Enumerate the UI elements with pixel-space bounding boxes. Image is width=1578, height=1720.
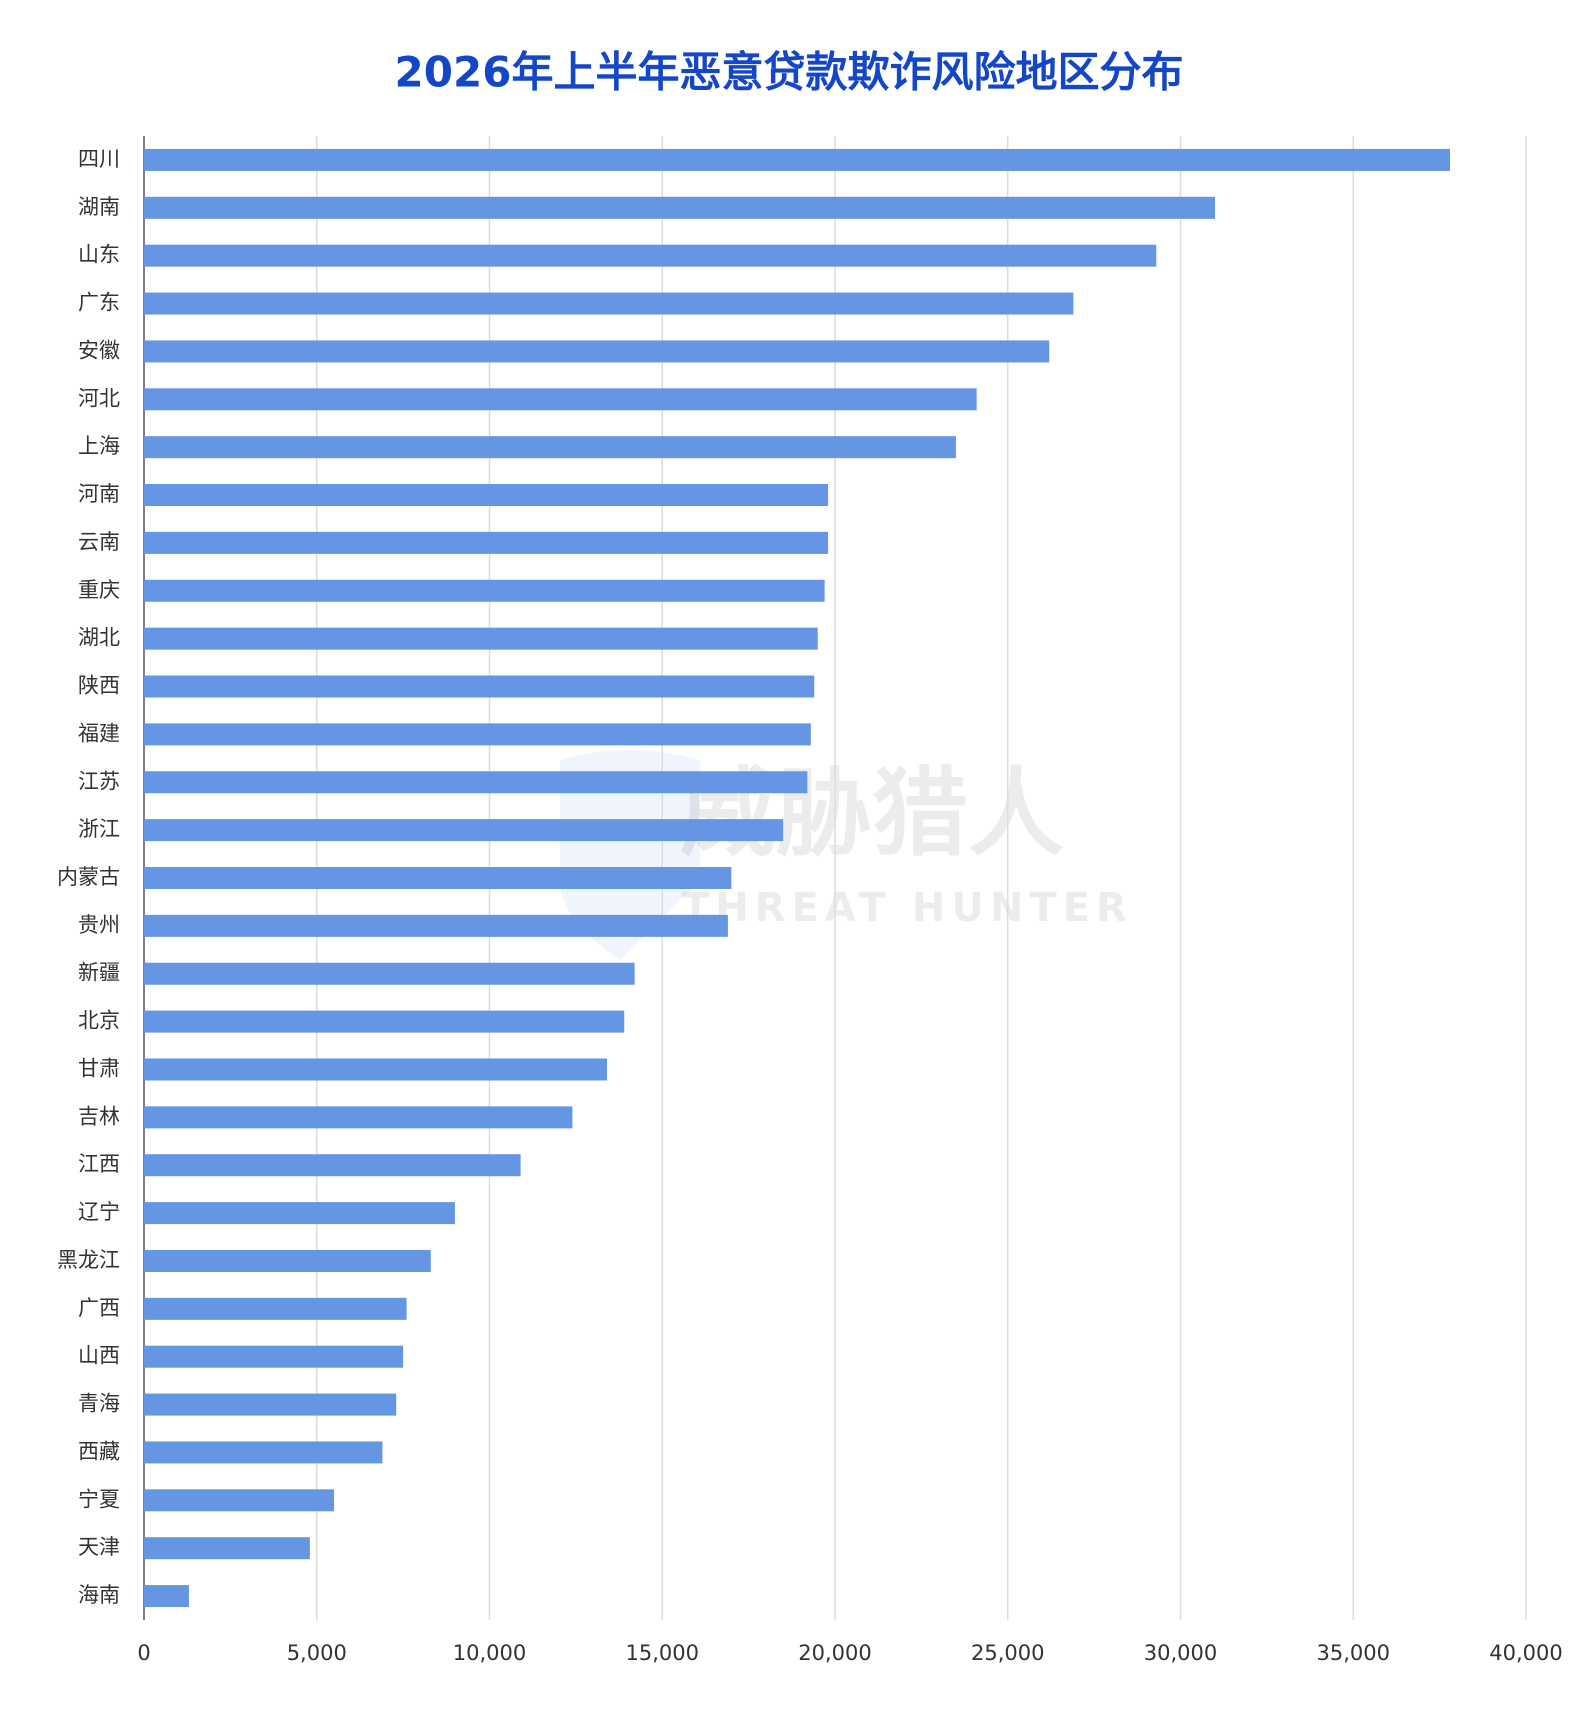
bar — [144, 867, 732, 889]
watermark-logo — [560, 750, 700, 960]
x-tick-label: 15,000 — [626, 1641, 699, 1665]
bar — [144, 1106, 573, 1129]
y-tick-label: 吉林 — [78, 1104, 120, 1128]
bar — [144, 436, 956, 459]
y-tick-label: 山西 — [78, 1344, 120, 1368]
y-tick-label: 江西 — [78, 1152, 120, 1176]
bar — [144, 196, 1216, 219]
bar — [144, 962, 635, 985]
x-tick-label: 35,000 — [1317, 1641, 1390, 1665]
y-tick-label: 甘肃 — [78, 1056, 120, 1080]
bar — [144, 340, 1050, 363]
y-tick-label: 青海 — [78, 1392, 120, 1416]
bar — [144, 531, 829, 554]
y-tick-label: 宁夏 — [78, 1487, 120, 1511]
y-tick-label: 河北 — [78, 386, 120, 410]
bar — [144, 1441, 383, 1464]
bar — [144, 1058, 607, 1081]
x-tick-label: 40,000 — [1489, 1641, 1562, 1665]
y-tick-label: 黑龙江 — [57, 1248, 120, 1272]
y-tick-label: 福建 — [78, 721, 120, 745]
y-tick-label: 天津 — [78, 1535, 120, 1559]
bar — [144, 1154, 521, 1177]
chart-title: 2026年上半年恶意贷款欺诈风险地区分布 — [395, 48, 1184, 97]
y-tick-label: 贵州 — [78, 913, 120, 937]
x-tick-label: 20,000 — [798, 1641, 871, 1665]
bar — [144, 1393, 397, 1416]
y-tick-label: 云南 — [78, 530, 120, 554]
bar — [144, 292, 1074, 315]
bar — [144, 148, 1450, 171]
x-tick-label: 5,000 — [287, 1641, 347, 1665]
bar — [144, 723, 811, 746]
y-tick-label: 北京 — [78, 1009, 120, 1033]
y-tick-label: 新疆 — [78, 961, 120, 985]
bar — [144, 484, 829, 507]
y-tick-label: 西藏 — [78, 1439, 120, 1463]
bar — [144, 1202, 455, 1225]
y-tick-label: 重庆 — [78, 578, 120, 602]
y-tick-label: 湖北 — [78, 626, 120, 650]
bar — [144, 819, 784, 842]
y-tick-label: 内蒙古 — [57, 865, 120, 889]
bar — [144, 1249, 431, 1272]
y-tick-label: 海南 — [78, 1583, 120, 1607]
x-tick-label: 25,000 — [971, 1641, 1044, 1665]
x-tick-label: 10,000 — [453, 1641, 526, 1665]
bar — [144, 1537, 310, 1560]
y-tick-label: 上海 — [78, 434, 120, 458]
x-tick-label: 0 — [137, 1641, 150, 1665]
y-tick-label: 安徽 — [78, 338, 120, 362]
bar — [144, 244, 1157, 267]
bar — [144, 1010, 625, 1033]
y-tick-label: 河南 — [78, 482, 120, 506]
y-tick-label: 陕西 — [78, 674, 120, 698]
y-tick-label: 湖南 — [78, 195, 120, 219]
y-tick-label: 广东 — [78, 291, 120, 315]
y-tick-label: 广西 — [78, 1296, 120, 1320]
bar — [144, 1345, 404, 1368]
y-tick-label: 浙江 — [78, 817, 120, 841]
bar — [144, 771, 808, 794]
bar — [144, 1297, 407, 1320]
watermark-text: THREAT HUNTER — [682, 885, 1133, 931]
watermark: 威胁猎人 THREAT HUNTER — [560, 750, 1133, 960]
bar — [144, 388, 977, 411]
y-tick-label: 辽宁 — [78, 1200, 120, 1224]
bar — [144, 1585, 189, 1608]
y-tick-label: 江苏 — [78, 769, 120, 793]
x-tick-label: 30,000 — [1144, 1641, 1217, 1665]
y-tick-label: 四川 — [78, 147, 120, 171]
bar — [144, 675, 815, 698]
y-tick-label: 山东 — [78, 243, 120, 267]
bar — [144, 914, 728, 937]
bar — [144, 1489, 335, 1512]
bar — [144, 579, 825, 602]
bar — [144, 627, 818, 650]
